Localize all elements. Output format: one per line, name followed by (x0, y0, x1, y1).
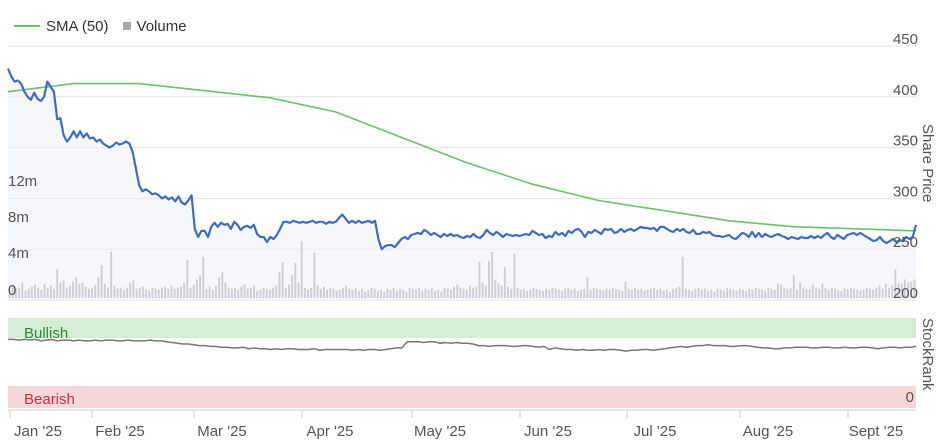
month-label: Jan '25 (14, 423, 62, 440)
bearish-band (8, 386, 916, 408)
price-tick-label: 300 (893, 183, 918, 200)
volume-tick-label: 12m (8, 173, 37, 190)
month-label: Feb '25 (95, 423, 145, 440)
price-tick-label: 350 (893, 133, 918, 150)
sma-legend-label: SMA (50) (46, 17, 109, 35)
month-label: Jul '25 (634, 423, 677, 440)
month-label: Apr '25 (306, 423, 353, 440)
price-area (8, 68, 916, 301)
chart-legend: SMA (50) Volume (14, 16, 187, 36)
stockrank-line (8, 338, 917, 352)
share-price-axis-title: Share Price (919, 124, 936, 203)
month-label: May '25 (414, 423, 466, 440)
stockrank-panel: Bullish Bearish 0 (8, 318, 917, 408)
month-label: Sept '25 (849, 423, 904, 440)
volume-tick-label: 4m (8, 245, 29, 262)
volume-axis-ticks: 12m 8m 4m 0 (8, 173, 37, 299)
bearish-label: Bearish (24, 391, 75, 408)
sma-legend-swatch (14, 25, 40, 27)
price-tick-label: 400 (893, 82, 918, 99)
stockrank-axis-title: StockRank (919, 318, 936, 391)
share-price-line (6, 67, 918, 251)
price-tick-label: 200 (893, 285, 918, 302)
x-axis: Jan '25 Feb '25 Mar '25 Apr '25 May '25 Jun '… (8, 409, 916, 440)
volume-tick-label: 8m (8, 209, 29, 226)
bullish-band (8, 318, 916, 338)
sma-line (7, 82, 917, 232)
month-label: Aug '25 (743, 423, 793, 440)
volume-legend-swatch (122, 22, 131, 30)
stockrank-zero-label: 0 (906, 389, 914, 406)
price-axis-ticks: 450 400 350 300 250 200 (893, 31, 918, 302)
volume-tick-label: 0 (8, 282, 16, 299)
price-layer (6, 67, 918, 301)
month-label: Mar '25 (197, 423, 247, 440)
price-tick-label: 250 (893, 234, 918, 251)
bullish-label: Bullish (24, 325, 68, 342)
price-tick-label: 450 (893, 31, 918, 48)
volume-legend-label: Volume (136, 17, 187, 35)
month-label: Jun '25 (524, 423, 572, 440)
